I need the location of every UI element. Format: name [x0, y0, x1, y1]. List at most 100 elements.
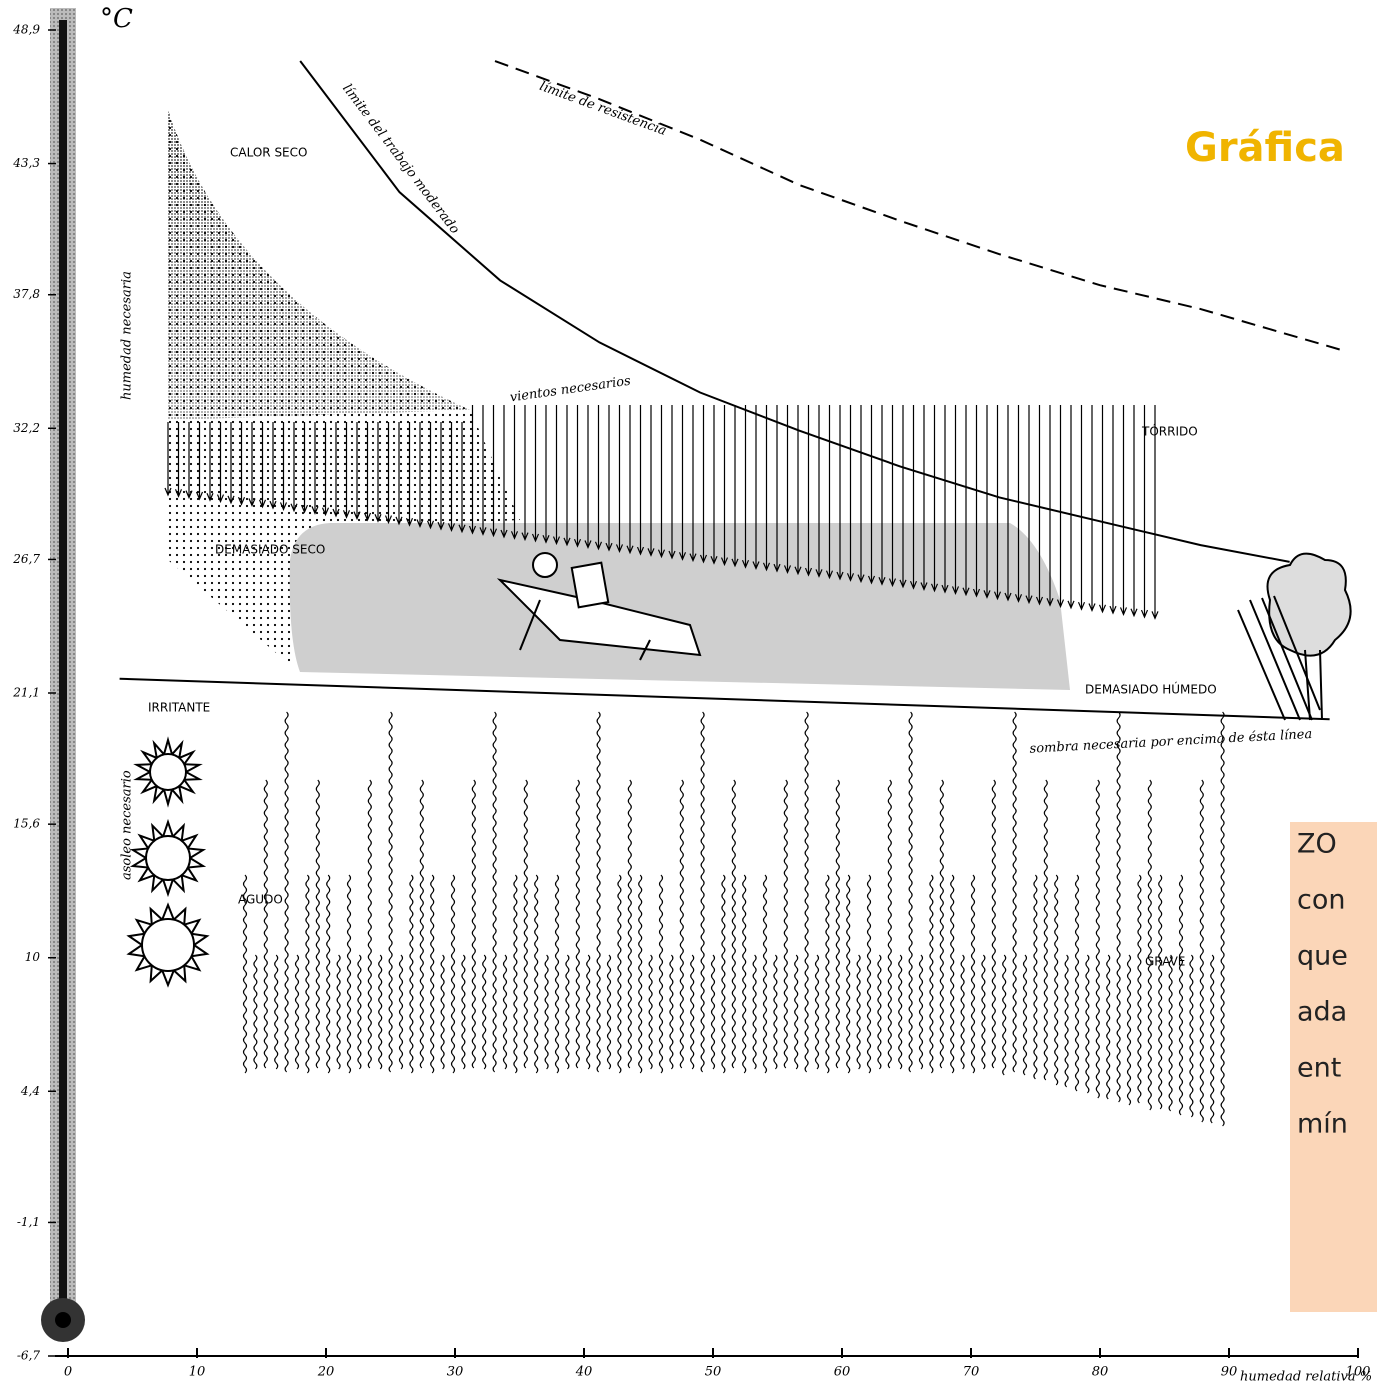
annotation: humedad necesaria	[120, 271, 135, 400]
sun-wave	[1147, 779, 1152, 1111]
note-line: mín	[1297, 1109, 1348, 1140]
sun-wave	[679, 779, 684, 1069]
sun-wave	[825, 874, 830, 1074]
x-tick-label: 30	[447, 1365, 464, 1380]
sun-wave	[534, 874, 539, 1074]
sun-wave	[658, 874, 664, 1074]
wind-arrow	[972, 405, 981, 598]
sun-wave	[710, 954, 716, 1070]
sun-face	[141, 918, 195, 972]
wind-arrow	[1088, 405, 1096, 613]
y-tick-label: 43,3	[12, 156, 40, 170]
wind-arrow	[836, 405, 844, 581]
sun-wave	[1199, 779, 1204, 1123]
wind-arrow	[573, 405, 582, 548]
sun-wave	[721, 874, 726, 1074]
wind-arrow	[867, 405, 876, 585]
wind-arrows	[164, 405, 1159, 620]
sun-wave	[1178, 874, 1184, 1116]
sun-wave	[294, 954, 300, 1070]
wind-arrow	[321, 422, 330, 517]
sun-wave	[554, 874, 560, 1074]
sun-wave	[378, 954, 383, 1070]
limit-line	[299, 60, 1290, 563]
wind-arrow	[216, 422, 225, 504]
wind-arrow	[741, 405, 750, 569]
wind-arrow	[416, 422, 424, 529]
wind-arrow	[731, 405, 739, 568]
annotation: asoleo necesario	[120, 770, 135, 880]
wind-arrow	[1067, 405, 1075, 610]
y-unit: °C	[100, 4, 133, 34]
sun-wave	[1043, 779, 1048, 1081]
sun-wave	[918, 954, 924, 1070]
x-tick-label: 80	[1092, 1365, 1109, 1380]
wind-arrow	[962, 405, 970, 597]
sun-wave	[1189, 954, 1194, 1118]
y-tick-label: 32,2	[13, 421, 40, 435]
sun-wave	[492, 711, 497, 1073]
sun-wave	[398, 954, 404, 1070]
x-tick-label: 40	[575, 1365, 593, 1380]
wind-arrow	[290, 422, 298, 513]
wind-arrow	[941, 405, 949, 594]
wind-arrow	[185, 422, 193, 500]
sun-wave	[575, 779, 580, 1069]
wind-arrow	[1077, 405, 1086, 611]
wind-arrow	[678, 405, 687, 561]
annotation: GRAVE	[1145, 955, 1185, 969]
y-tick-label: 4,4	[20, 1084, 40, 1098]
sun-wave	[305, 874, 310, 1074]
note-line: ZO	[1297, 829, 1337, 860]
note-line: con	[1297, 885, 1345, 916]
wind-arrow	[720, 405, 729, 567]
sun-wave	[544, 954, 549, 1070]
sun-wave	[814, 954, 820, 1070]
sun-wave	[835, 779, 840, 1069]
annotation: AGUDO	[238, 893, 283, 907]
sun-wave	[960, 954, 965, 1070]
wind-arrow	[689, 405, 697, 563]
sun-wave	[1033, 874, 1038, 1080]
note-line: ent	[1297, 1053, 1341, 1084]
sun-wave	[606, 954, 612, 1070]
sun-wave	[929, 874, 934, 1074]
annotation: DEMASIADO HÚMEDO	[1085, 682, 1217, 697]
wind-arrow	[815, 405, 823, 578]
wind-arrow	[920, 405, 928, 592]
wind-arrow	[552, 405, 561, 546]
sun-wave	[887, 779, 892, 1069]
wind-arrow	[930, 405, 939, 593]
wind-arrow	[437, 422, 445, 531]
wind-arrow	[699, 405, 708, 564]
sun-wave	[804, 711, 809, 1073]
annotation: vientos necesarios	[509, 374, 632, 406]
x-tick-label: 100	[1346, 1365, 1371, 1380]
wind-arrow	[762, 405, 771, 572]
sun-waves	[242, 711, 1225, 1127]
wind-arrow	[384, 422, 393, 525]
sun-wave	[752, 954, 757, 1070]
wind-arrow	[1035, 405, 1044, 606]
wind-arrow	[857, 405, 865, 584]
wind-arrow	[1004, 405, 1012, 602]
sun-wave	[627, 779, 632, 1069]
wind-arrow	[657, 405, 666, 559]
wind-arrow	[773, 405, 781, 573]
sun-wave	[648, 954, 653, 1070]
sun-wave	[586, 954, 591, 1070]
wind-arrow	[668, 405, 676, 560]
sun-face	[145, 835, 191, 881]
sun-face	[149, 753, 187, 791]
sun-wave	[1137, 874, 1142, 1104]
comfort-zone	[289, 523, 1070, 690]
wind-arrow	[993, 405, 1002, 601]
sun-wave	[773, 954, 778, 1070]
sun-wave	[242, 874, 248, 1074]
wind-arrow	[783, 405, 792, 574]
wind-arrow	[1119, 405, 1128, 616]
sun-wave	[263, 779, 268, 1069]
sun-wave	[856, 954, 861, 1070]
sun-wave	[981, 954, 986, 1070]
